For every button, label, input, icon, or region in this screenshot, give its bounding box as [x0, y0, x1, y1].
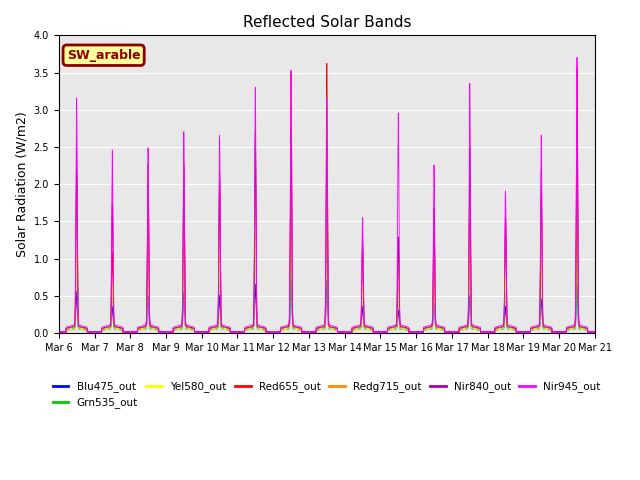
Grn535_out: [151, 327, 159, 333]
Nir945_out: [591, 330, 598, 336]
Redg715_out: [151, 325, 159, 331]
Nir945_out: [55, 329, 63, 335]
Blu475_out: [591, 329, 598, 335]
Nir840_out: [559, 330, 567, 336]
Redg715_out: [252, 131, 259, 137]
Yel580_out: [55, 329, 63, 335]
Line: Blu475_out: Blu475_out: [59, 280, 595, 333]
Yel580_out: [477, 330, 485, 336]
Red655_out: [323, 60, 331, 66]
Redg715_out: [477, 330, 485, 336]
Yel580_out: [417, 329, 425, 335]
Text: SW_arable: SW_arable: [67, 49, 140, 62]
Red655_out: [55, 330, 63, 336]
Grn535_out: [591, 330, 598, 336]
Yel580_out: [447, 329, 454, 335]
Nir840_out: [307, 330, 314, 336]
Red655_out: [477, 329, 485, 335]
Blu475_out: [591, 330, 598, 336]
Yel580_out: [591, 330, 598, 336]
Legend: Blu475_out, Grn535_out, Yel580_out, Red655_out, Redg715_out, Nir840_out, Nir945_: Blu475_out, Grn535_out, Yel580_out, Red6…: [49, 377, 605, 412]
Red655_out: [591, 330, 598, 336]
Grn535_out: [417, 330, 425, 336]
Nir945_out: [227, 330, 235, 336]
Red655_out: [524, 330, 532, 336]
Nir945_out: [151, 324, 159, 329]
Grn535_out: [307, 330, 315, 336]
Redg715_out: [591, 330, 598, 336]
Nir945_out: [591, 330, 598, 336]
Blu475_out: [447, 330, 455, 336]
Red655_out: [151, 325, 159, 331]
Grn535_out: [287, 229, 295, 235]
Red655_out: [307, 330, 314, 336]
Red655_out: [447, 330, 454, 336]
Nir840_out: [447, 329, 454, 335]
Grn535_out: [166, 330, 174, 336]
Line: Red655_out: Red655_out: [59, 63, 595, 333]
Red655_out: [417, 330, 425, 336]
Blu475_out: [55, 330, 63, 336]
Redg715_out: [417, 330, 425, 336]
Line: Yel580_out: Yel580_out: [59, 225, 595, 333]
Blu475_out: [151, 327, 159, 333]
Blu475_out: [447, 330, 454, 336]
Blu475_out: [477, 329, 485, 335]
Line: Grn535_out: Grn535_out: [59, 232, 595, 333]
Redg715_out: [447, 330, 454, 336]
Nir840_out: [151, 324, 159, 330]
Nir840_out: [477, 330, 485, 336]
Redg715_out: [526, 330, 534, 336]
Nir945_out: [307, 330, 315, 336]
Redg715_out: [307, 330, 315, 336]
Nir840_out: [591, 329, 598, 335]
Red655_out: [591, 330, 598, 336]
Yel580_out: [151, 327, 159, 333]
Nir840_out: [591, 330, 598, 336]
Yel580_out: [591, 330, 598, 336]
Nir945_out: [417, 330, 425, 336]
Yel580_out: [375, 330, 383, 336]
Line: Redg715_out: Redg715_out: [59, 134, 595, 333]
Grn535_out: [447, 329, 455, 335]
Nir945_out: [573, 55, 580, 60]
Yel580_out: [573, 222, 580, 228]
Blu475_out: [417, 329, 425, 335]
Line: Nir945_out: Nir945_out: [59, 58, 595, 333]
Nir945_out: [477, 330, 485, 336]
Nir840_out: [573, 119, 580, 125]
Yel580_out: [307, 329, 314, 335]
Nir945_out: [447, 330, 454, 336]
Blu475_out: [287, 277, 295, 283]
Nir840_out: [417, 329, 425, 335]
Redg715_out: [591, 330, 598, 336]
Grn535_out: [591, 329, 598, 335]
Line: Nir840_out: Nir840_out: [59, 122, 595, 333]
Y-axis label: Solar Radiation (W/m2): Solar Radiation (W/m2): [15, 111, 28, 257]
Grn535_out: [55, 330, 63, 336]
Redg715_out: [55, 330, 63, 336]
Title: Reflected Solar Bands: Reflected Solar Bands: [243, 15, 411, 30]
Grn535_out: [477, 329, 485, 335]
Blu475_out: [307, 329, 315, 335]
Nir840_out: [55, 329, 63, 335]
